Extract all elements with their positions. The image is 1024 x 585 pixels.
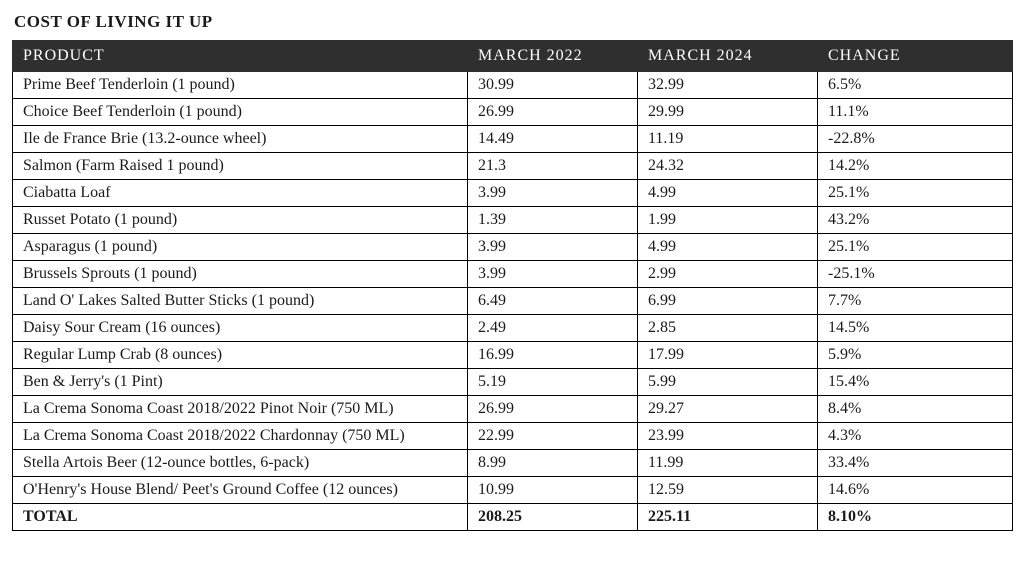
cell-change: 14.2% (818, 153, 1013, 180)
table-row: Choice Beef Tenderloin (1 pound)26.9929.… (13, 99, 1013, 126)
cell-m24: 23.99 (638, 423, 818, 450)
table-row: Land O' Lakes Salted Butter Sticks (1 po… (13, 288, 1013, 315)
cell-m24: 32.99 (638, 72, 818, 99)
cell-product: La Crema Sonoma Coast 2018/2022 Pinot No… (13, 396, 468, 423)
cell-m24: 11.99 (638, 450, 818, 477)
table-row: Ile de France Brie (13.2-ounce wheel)14.… (13, 126, 1013, 153)
cell-product: La Crema Sonoma Coast 2018/2022 Chardonn… (13, 423, 468, 450)
table-row: O'Henry's House Blend/ Peet's Ground Cof… (13, 477, 1013, 504)
col-header-product: PRODUCT (13, 41, 468, 72)
cell-m22: 30.99 (468, 72, 638, 99)
cell-change: -22.8% (818, 126, 1013, 153)
table-header-row: PRODUCT MARCH 2022 MARCH 2024 CHANGE (13, 41, 1013, 72)
cell-m22: 6.49 (468, 288, 638, 315)
table-row: Russet Potato (1 pound)1.391.9943.2% (13, 207, 1013, 234)
cell-m22: 5.19 (468, 369, 638, 396)
cell-m24: 17.99 (638, 342, 818, 369)
col-header-change: CHANGE (818, 41, 1013, 72)
cell-product: Ben & Jerry's (1 Pint) (13, 369, 468, 396)
cell-product: Asparagus (1 pound) (13, 234, 468, 261)
table-row: Regular Lump Crab (8 ounces)16.9917.995.… (13, 342, 1013, 369)
table-body: Prime Beef Tenderloin (1 pound)30.9932.9… (13, 72, 1013, 531)
cell-product: Ciabatta Loaf (13, 180, 468, 207)
cell-change: 6.5% (818, 72, 1013, 99)
cell-change: 14.6% (818, 477, 1013, 504)
col-header-march-2022: MARCH 2022 (468, 41, 638, 72)
cell-product: Russet Potato (1 pound) (13, 207, 468, 234)
cell-product: Choice Beef Tenderloin (1 pound) (13, 99, 468, 126)
cell-product: Stella Artois Beer (12-ounce bottles, 6-… (13, 450, 468, 477)
cell-m22: 2.49 (468, 315, 638, 342)
cell-m22: 21.3 (468, 153, 638, 180)
cell-product: Brussels Sprouts (1 pound) (13, 261, 468, 288)
col-header-march-2024: MARCH 2024 (638, 41, 818, 72)
cell-m24: 4.99 (638, 180, 818, 207)
total-cell-change: 8.10% (818, 504, 1013, 531)
table-row: Stella Artois Beer (12-ounce bottles, 6-… (13, 450, 1013, 477)
cell-change: 5.9% (818, 342, 1013, 369)
total-cell-product: TOTAL (13, 504, 468, 531)
price-table: PRODUCT MARCH 2022 MARCH 2024 CHANGE Pri… (12, 40, 1013, 531)
cell-product: Regular Lump Crab (8 ounces) (13, 342, 468, 369)
cell-change: 14.5% (818, 315, 1013, 342)
cell-m22: 26.99 (468, 396, 638, 423)
cell-m24: 24.32 (638, 153, 818, 180)
table-row: Brussels Sprouts (1 pound)3.992.99-25.1% (13, 261, 1013, 288)
table-row: Salmon (Farm Raised 1 pound)21.324.3214.… (13, 153, 1013, 180)
cell-m22: 16.99 (468, 342, 638, 369)
cell-change: 33.4% (818, 450, 1013, 477)
cell-m22: 10.99 (468, 477, 638, 504)
cell-product: O'Henry's House Blend/ Peet's Ground Cof… (13, 477, 468, 504)
cell-m22: 8.99 (468, 450, 638, 477)
cell-change: 4.3% (818, 423, 1013, 450)
cell-m24: 11.19 (638, 126, 818, 153)
table-row: La Crema Sonoma Coast 2018/2022 Chardonn… (13, 423, 1013, 450)
table-total-row: TOTAL208.25225.118.10% (13, 504, 1013, 531)
cell-product: Prime Beef Tenderloin (1 pound) (13, 72, 468, 99)
cell-m24: 4.99 (638, 234, 818, 261)
total-cell-m22: 208.25 (468, 504, 638, 531)
cell-m24: 2.99 (638, 261, 818, 288)
cell-product: Ile de France Brie (13.2-ounce wheel) (13, 126, 468, 153)
cell-m22: 3.99 (468, 234, 638, 261)
cell-m22: 3.99 (468, 261, 638, 288)
cell-product: Land O' Lakes Salted Butter Sticks (1 po… (13, 288, 468, 315)
page-title: COST OF LIVING IT UP (14, 12, 1012, 32)
table-row: Ciabatta Loaf3.994.9925.1% (13, 180, 1013, 207)
table-row: La Crema Sonoma Coast 2018/2022 Pinot No… (13, 396, 1013, 423)
cell-change: 25.1% (818, 180, 1013, 207)
table-row: Prime Beef Tenderloin (1 pound)30.9932.9… (13, 72, 1013, 99)
cell-change: 43.2% (818, 207, 1013, 234)
table-row: Ben & Jerry's (1 Pint)5.195.9915.4% (13, 369, 1013, 396)
cell-m24: 1.99 (638, 207, 818, 234)
cell-product: Salmon (Farm Raised 1 pound) (13, 153, 468, 180)
cell-m24: 29.99 (638, 99, 818, 126)
cell-m22: 26.99 (468, 99, 638, 126)
cell-m24: 2.85 (638, 315, 818, 342)
cell-change: 8.4% (818, 396, 1013, 423)
cell-m24: 29.27 (638, 396, 818, 423)
cell-m22: 22.99 (468, 423, 638, 450)
cell-change: 7.7% (818, 288, 1013, 315)
cell-change: 11.1% (818, 99, 1013, 126)
cell-m24: 5.99 (638, 369, 818, 396)
cell-m24: 6.99 (638, 288, 818, 315)
cell-m22: 1.39 (468, 207, 638, 234)
table-row: Asparagus (1 pound)3.994.9925.1% (13, 234, 1013, 261)
cell-change: -25.1% (818, 261, 1013, 288)
cell-m22: 14.49 (468, 126, 638, 153)
cell-change: 15.4% (818, 369, 1013, 396)
table-row: Daisy Sour Cream (16 ounces)2.492.8514.5… (13, 315, 1013, 342)
cell-m24: 12.59 (638, 477, 818, 504)
cell-change: 25.1% (818, 234, 1013, 261)
cell-m22: 3.99 (468, 180, 638, 207)
cell-product: Daisy Sour Cream (16 ounces) (13, 315, 468, 342)
total-cell-m24: 225.11 (638, 504, 818, 531)
